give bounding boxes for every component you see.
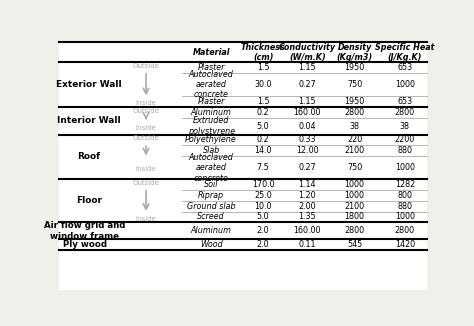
Text: 1950: 1950	[345, 63, 365, 72]
Text: 2.00: 2.00	[299, 202, 316, 211]
Text: 1000: 1000	[395, 163, 415, 172]
Text: Ply wood: Ply wood	[63, 240, 107, 249]
Text: Aluminum: Aluminum	[191, 226, 232, 235]
Text: 1000: 1000	[395, 80, 415, 89]
Text: Air flow grid and
window frame: Air flow grid and window frame	[44, 221, 126, 241]
Text: 2800: 2800	[395, 226, 415, 235]
Text: Autoclaved
aerated
concrete: Autoclaved aerated concrete	[189, 153, 234, 183]
Text: 25.0: 25.0	[254, 191, 272, 200]
Text: Outside: Outside	[133, 180, 159, 186]
Text: 1.5: 1.5	[257, 97, 269, 106]
Text: Outside: Outside	[133, 63, 159, 69]
Text: 10.0: 10.0	[255, 202, 272, 211]
Text: 750: 750	[347, 80, 362, 89]
Text: 160.00: 160.00	[293, 226, 321, 235]
Text: 0.04: 0.04	[299, 122, 316, 131]
Text: 545: 545	[347, 240, 362, 249]
Text: 0.33: 0.33	[299, 136, 316, 144]
Text: 1.5: 1.5	[257, 63, 269, 72]
Text: 38: 38	[349, 122, 359, 131]
Text: 5.0: 5.0	[257, 122, 269, 131]
Text: 5.0: 5.0	[257, 213, 269, 221]
Text: 14.0: 14.0	[255, 146, 272, 155]
Text: Inside: Inside	[136, 166, 156, 172]
Text: 160.00: 160.00	[293, 108, 321, 117]
Text: 2100: 2100	[345, 202, 365, 211]
Text: Slab: Slab	[202, 146, 220, 155]
Text: Inside: Inside	[136, 100, 156, 106]
Text: 1.15: 1.15	[299, 97, 316, 106]
Text: 1.15: 1.15	[299, 63, 316, 72]
Text: Outside: Outside	[133, 108, 159, 114]
Text: 38: 38	[400, 122, 410, 131]
Text: 1.20: 1.20	[299, 191, 316, 200]
Text: 2800: 2800	[345, 226, 365, 235]
Text: Material: Material	[192, 48, 230, 57]
Text: 1000: 1000	[345, 191, 365, 200]
Text: 2200: 2200	[395, 136, 415, 144]
Text: 2.0: 2.0	[257, 226, 269, 235]
Text: Autoclaved
aerated
concrete: Autoclaved aerated concrete	[189, 70, 234, 99]
Text: Plaster: Plaster	[198, 97, 225, 106]
Text: Plaster: Plaster	[198, 63, 225, 72]
Text: Inside: Inside	[136, 215, 156, 222]
Text: Interior Wall: Interior Wall	[57, 116, 120, 125]
Text: Screed: Screed	[197, 213, 225, 221]
Text: 1000: 1000	[395, 213, 415, 221]
Text: 1000: 1000	[345, 180, 365, 189]
Text: Ground slab: Ground slab	[187, 202, 236, 211]
Text: 653: 653	[397, 97, 412, 106]
Text: 12.00: 12.00	[296, 146, 319, 155]
Text: 0.11: 0.11	[299, 240, 316, 249]
Text: 220: 220	[347, 136, 362, 144]
Text: 1420: 1420	[395, 240, 415, 249]
Text: 30.0: 30.0	[255, 80, 272, 89]
Text: 7.5: 7.5	[257, 163, 269, 172]
Text: Soil: Soil	[204, 180, 219, 189]
Text: Exterior Wall: Exterior Wall	[56, 80, 121, 89]
Text: Wood: Wood	[200, 240, 222, 249]
Text: 0.27: 0.27	[298, 163, 316, 172]
Text: 0.2: 0.2	[257, 108, 269, 117]
Text: 880: 880	[397, 202, 412, 211]
Text: 1800: 1800	[345, 213, 365, 221]
Text: 2.0: 2.0	[257, 240, 269, 249]
Text: Riprap: Riprap	[198, 191, 224, 200]
Text: Extruded
polystyrene: Extruded polystyrene	[188, 116, 235, 136]
Text: Thickness
(cm): Thickness (cm)	[241, 42, 285, 62]
Text: Inside: Inside	[136, 125, 156, 131]
Text: 0.27: 0.27	[298, 80, 316, 89]
Text: 653: 653	[397, 63, 412, 72]
Text: 2100: 2100	[345, 146, 365, 155]
Text: 1282: 1282	[395, 180, 415, 189]
Text: Density
(Kg/m3): Density (Kg/m3)	[337, 42, 373, 62]
Text: 1.14: 1.14	[299, 180, 316, 189]
Text: 170.0: 170.0	[252, 180, 274, 189]
Text: Aluminum: Aluminum	[191, 108, 232, 117]
Text: Specific Heat
(J/Kg.K): Specific Heat (J/Kg.K)	[375, 42, 435, 62]
Text: 0.2: 0.2	[257, 136, 269, 144]
Text: Conductivity
(W/m.K): Conductivity (W/m.K)	[279, 42, 336, 62]
Text: Polyethylene: Polyethylene	[185, 136, 237, 144]
Text: Outside: Outside	[133, 135, 159, 141]
Text: 800: 800	[397, 191, 412, 200]
Text: 1.35: 1.35	[299, 213, 316, 221]
Text: 2800: 2800	[345, 108, 365, 117]
Text: Roof: Roof	[77, 153, 100, 161]
Text: 880: 880	[397, 146, 412, 155]
Text: 750: 750	[347, 163, 362, 172]
Text: 2800: 2800	[395, 108, 415, 117]
Text: Floor: Floor	[76, 196, 102, 205]
Text: 1950: 1950	[345, 97, 365, 106]
